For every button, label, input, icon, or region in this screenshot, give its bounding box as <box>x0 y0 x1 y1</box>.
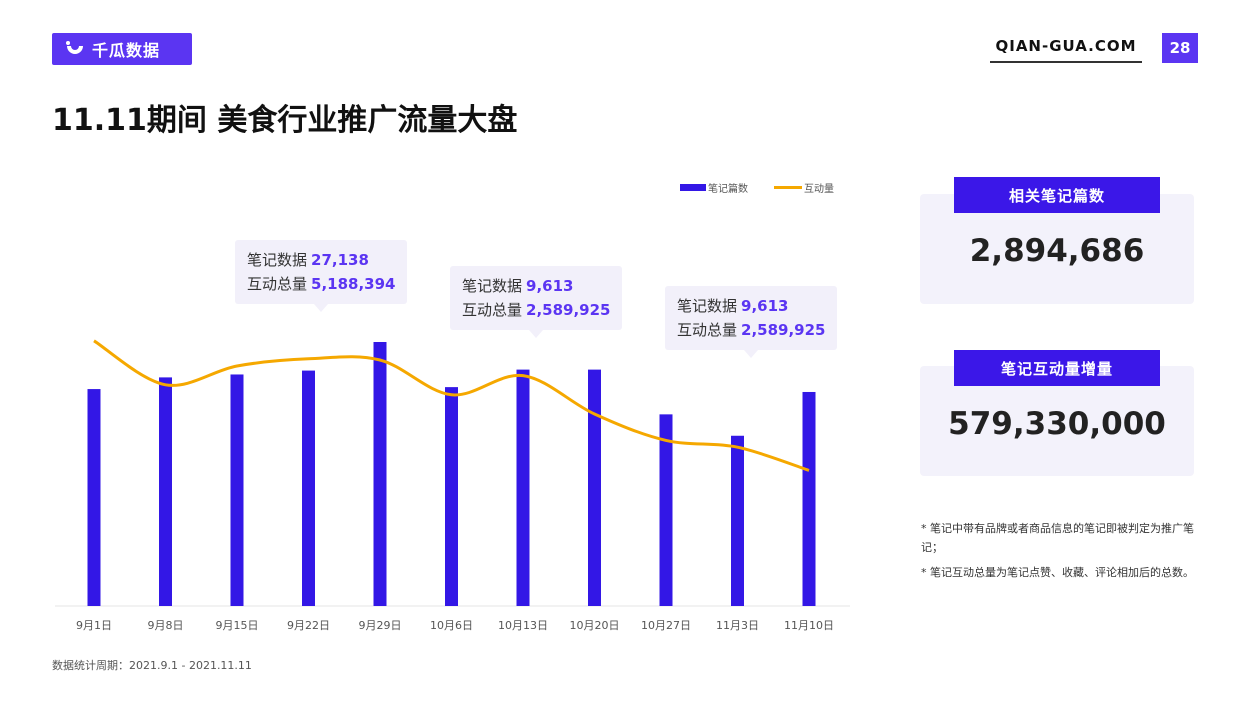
tooltip-interactions-label: 互动总量 <box>247 275 308 293</box>
legend-item-interactions: 互动量 <box>774 180 834 195</box>
x-tick-label: 11月10日 <box>784 619 834 632</box>
x-tick-label: 10月6日 <box>430 619 473 632</box>
footnote-2: * 笔记互动总量为笔记点赞、收藏、评论相加后的总数。 <box>921 566 1194 579</box>
tooltip-notes-value: 9,613 <box>741 297 789 315</box>
traffic-chart: 9月1日 9月8日 9月15日 9月22日 9月29日 10月6日 10月13日 10月20日… <box>55 339 850 632</box>
tooltip-interactions-value: 5,188,394 <box>311 275 396 293</box>
tooltip-notes-label: 笔记数据 <box>677 297 738 315</box>
brand-logo: 千瓜数据 <box>52 33 192 65</box>
stat-card-notes-label: 相关笔记篇数 <box>954 177 1160 213</box>
x-tick-label: 9月15日 <box>216 619 259 632</box>
brand-name: 千瓜数据 <box>92 41 161 60</box>
bar-8 <box>588 369 601 606</box>
bar-9 <box>659 414 673 606</box>
legend-item-notes: 笔记篇数 <box>680 180 748 195</box>
stat-card-notes-value: 2,894,686 <box>969 233 1145 269</box>
tooltip-interactions-value: 2,589,925 <box>526 301 611 319</box>
bar-7 <box>516 369 530 606</box>
bar-4 <box>302 370 315 606</box>
tooltip-oct20: 笔记数据 9,613 互动总量 2,589,925 <box>450 266 623 338</box>
bar-2 <box>159 377 172 606</box>
bar-series <box>87 342 816 606</box>
tooltip-interactions-label: 互动总量 <box>462 301 523 319</box>
tooltip-nov10: 笔记数据 9,613 互动总量 2,589,925 <box>665 286 838 358</box>
tooltip-notes-value: 9,613 <box>526 277 574 295</box>
tooltip-interactions-value: 2,589,925 <box>741 321 826 339</box>
bar-1 <box>87 389 101 606</box>
legend-label-interactions: 互动量 <box>804 184 834 195</box>
stat-card-interactions-value: 579,330,000 <box>948 406 1166 442</box>
bar-11 <box>802 391 816 606</box>
tooltip-notes-value: 27,138 <box>311 251 369 269</box>
footnote-1: * 笔记中带有品牌或者商品信息的笔记即被判定为推广笔记； <box>921 522 1194 554</box>
bar-5 <box>373 342 387 606</box>
x-tick-label: 10月27日 <box>641 619 691 632</box>
page-title: 11.11期间 美食行业推广流量大盘 <box>52 103 518 138</box>
x-tick-label: 9月22日 <box>287 619 330 632</box>
x-tick-label: 10月13日 <box>498 619 548 632</box>
brand-logo-icon <box>66 41 83 54</box>
page-number: 28 <box>1162 33 1198 63</box>
x-axis-ticks: 9月1日 9月8日 9月15日 9月22日 9月29日 10月6日 10月13日 10月20日… <box>76 619 834 632</box>
tooltip-notes-label: 笔记数据 <box>462 277 523 295</box>
stat-card-interactions-label: 笔记互动量增量 <box>954 350 1160 386</box>
tooltip-interactions-label: 互动总量 <box>677 321 738 339</box>
footnotes: * 笔记中带有品牌或者商品信息的笔记即被判定为推广笔记； * 笔记互动总量为笔记… <box>921 519 1196 588</box>
x-tick-label: 9月1日 <box>76 619 112 632</box>
tooltip-sep29: 笔记数据 27,138 互动总量 5,188,394 <box>235 240 408 312</box>
x-tick-label: 10月20日 <box>570 619 620 632</box>
tooltip-notes-label: 笔记数据 <box>247 251 308 269</box>
legend-swatch-bar <box>680 184 706 191</box>
bar-10 <box>731 435 744 606</box>
interaction-line <box>93 339 810 472</box>
chart-legend: 笔记篇数 互动量 <box>680 180 860 195</box>
site-url[interactable]: QIAN-GUA.COM <box>990 37 1142 63</box>
legend-label-notes: 笔记篇数 <box>708 184 748 195</box>
x-tick-label: 11月3日 <box>716 619 759 632</box>
bar-6 <box>445 387 458 606</box>
legend-swatch-line <box>774 186 802 189</box>
bar-3 <box>230 374 244 606</box>
x-tick-label: 9月8日 <box>148 619 184 632</box>
data-period: 数据统计周期：2021.9.1 - 2021.11.11 <box>52 659 252 672</box>
x-tick-label: 9月29日 <box>359 619 402 632</box>
